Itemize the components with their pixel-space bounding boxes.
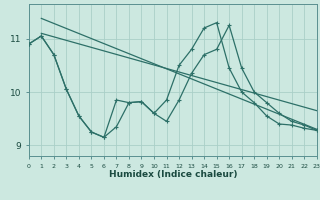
X-axis label: Humidex (Indice chaleur): Humidex (Indice chaleur) [108,170,237,179]
